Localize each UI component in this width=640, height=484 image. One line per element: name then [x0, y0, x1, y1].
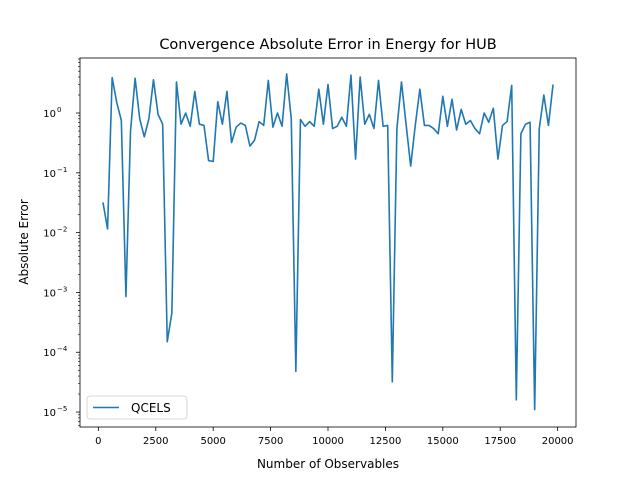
- legend-box: [86, 395, 188, 420]
- y-tick-label: 10: [43, 408, 56, 419]
- y-tick-label: 10: [43, 229, 56, 240]
- x-tick-label: 2500: [143, 436, 168, 447]
- x-tick-label: 12500: [370, 436, 402, 447]
- y-tick-label: 10: [43, 109, 56, 120]
- legend: QCELS: [86, 395, 188, 420]
- x-tick-label: 10000: [312, 436, 344, 447]
- y-tick-label: 10: [43, 288, 56, 299]
- y-tick-exponent: −2: [57, 226, 67, 234]
- x-tick-label: 5000: [200, 436, 225, 447]
- plot-frame: [79, 57, 577, 428]
- x-tick-label: 7500: [258, 436, 283, 447]
- x-axis-label: Number of Observables: [257, 457, 399, 471]
- y-tick-label: 10: [43, 348, 56, 359]
- y-tick-exponent: −3: [57, 285, 67, 293]
- y-tick-exponent: −4: [57, 345, 68, 353]
- x-tick-label: 17500: [484, 436, 516, 447]
- y-tick-label: 10: [43, 169, 56, 180]
- y-axis-label: Absolute Error: [17, 199, 31, 285]
- y-tick-exponent: −1: [57, 166, 67, 174]
- y-tick-exponent: 0: [57, 106, 61, 114]
- x-tick-label: 20000: [542, 436, 574, 447]
- x-tick-label: 15000: [427, 436, 459, 447]
- x-tick-label: 0: [95, 436, 101, 447]
- chart-title: Convergence Absolute Error in Energy for…: [159, 37, 496, 53]
- y-tick-exponent: −5: [57, 405, 67, 413]
- series-line-qcels: [102, 73, 554, 411]
- axes: 0 2500 5000 7500 10000 12500 15000 17500 20000 10…: [43, 57, 577, 447]
- legend-label: QCELS: [131, 401, 171, 415]
